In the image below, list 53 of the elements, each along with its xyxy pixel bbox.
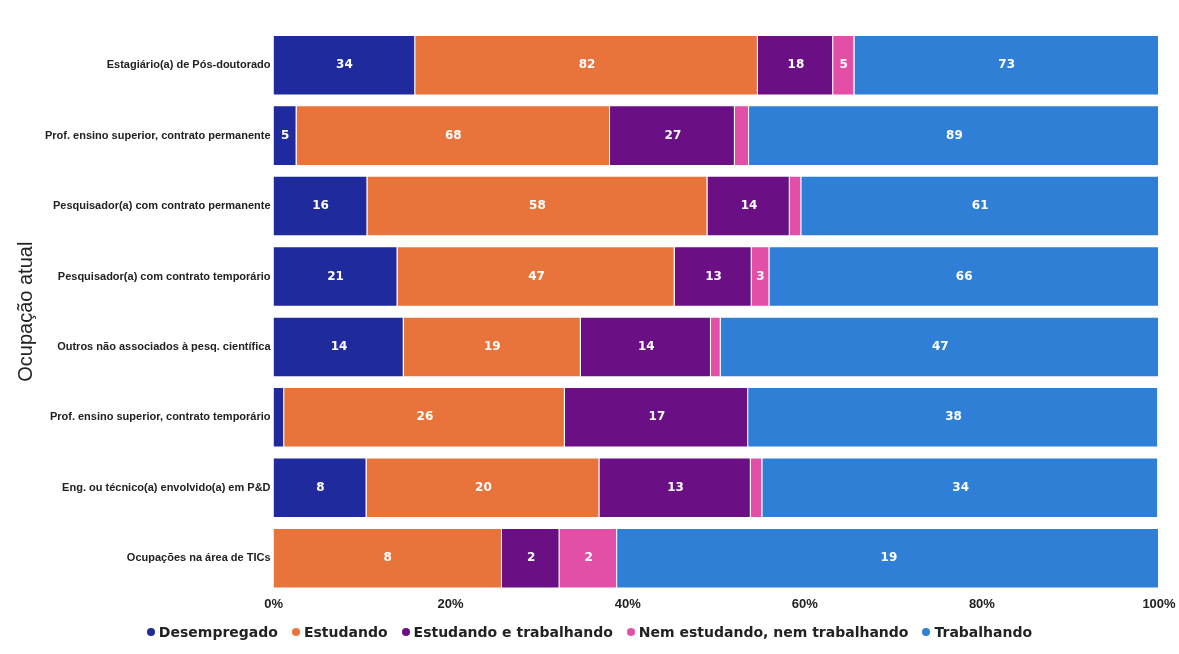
- annotation: 19: [880, 550, 898, 565]
- annotation: 2: [527, 550, 536, 565]
- x-tick-label: 80%: [968, 595, 996, 611]
- annotation: 5: [839, 57, 848, 72]
- y-tick-label: Prof. ensino superior, contrato permanente: [45, 128, 271, 141]
- x-tick-label: 20%: [437, 595, 465, 611]
- y-tick-label: Estagiário(a) de Pós-doutorado: [106, 58, 271, 71]
- annotation: 47: [528, 268, 545, 283]
- y-tick-label: Pesquisador(a) com contrato temporário: [57, 269, 271, 282]
- annotation: 47: [931, 339, 949, 354]
- annotation: 14: [330, 339, 348, 354]
- annotation: 73: [998, 57, 1016, 72]
- annotation: 19: [483, 339, 501, 354]
- legend-label: Trabalhando: [934, 624, 1033, 640]
- annotation: 34: [336, 57, 353, 72]
- annotation: 14: [740, 198, 758, 213]
- annotation: 89: [946, 127, 963, 142]
- annotation: 13: [667, 479, 684, 494]
- y-tick-label: Ocupações na área de TICs: [126, 551, 271, 564]
- annotation: 61: [971, 198, 989, 213]
- y-tick-label: Outros não associados à pesq. científica: [57, 339, 272, 352]
- y-tick-label: Eng. ou técnico(a) envolvido(a) em P&D: [62, 480, 271, 493]
- annotation: 2: [584, 550, 593, 565]
- annotation: 66: [955, 268, 973, 283]
- annotation: 26: [416, 409, 434, 424]
- legend-label: Nem estudando, nem trabalhando: [638, 624, 909, 640]
- annotation: 68: [444, 127, 462, 142]
- y-tick-label: Pesquisador(a) com contrato permanente: [52, 199, 271, 212]
- annotation: 20: [475, 479, 492, 494]
- annotation: 21: [327, 268, 344, 283]
- annotation: 17: [648, 409, 666, 424]
- annotation: 27: [664, 127, 682, 142]
- legend-label: Estudando: [303, 624, 388, 640]
- annotation: 8: [383, 550, 392, 565]
- x-tick-label: 40%: [614, 595, 642, 611]
- annotation: 58: [529, 198, 546, 213]
- legend-label: Desempregado: [158, 624, 278, 640]
- annotation: 8: [316, 479, 325, 494]
- x-tick-label: 100%: [1142, 595, 1177, 611]
- annotation: 34: [952, 479, 970, 494]
- annotation: 3: [756, 268, 765, 283]
- x-tick-label: 60%: [791, 595, 819, 611]
- annotation: 82: [578, 57, 596, 72]
- y-tick-label: Prof. ensino superior, contrato temporário: [49, 410, 271, 423]
- annotation: 18: [787, 57, 805, 72]
- annotation: 16: [312, 198, 329, 213]
- x-tick-label: 0%: [264, 595, 284, 611]
- annotation: 5: [280, 127, 290, 142]
- y-axis-title: Ocupação atual: [13, 241, 36, 382]
- legend-label: Estudando e trabalhando: [413, 624, 613, 640]
- annotation: 38: [945, 409, 962, 424]
- annotation: 14: [637, 339, 655, 354]
- annotation: 13: [705, 268, 722, 283]
